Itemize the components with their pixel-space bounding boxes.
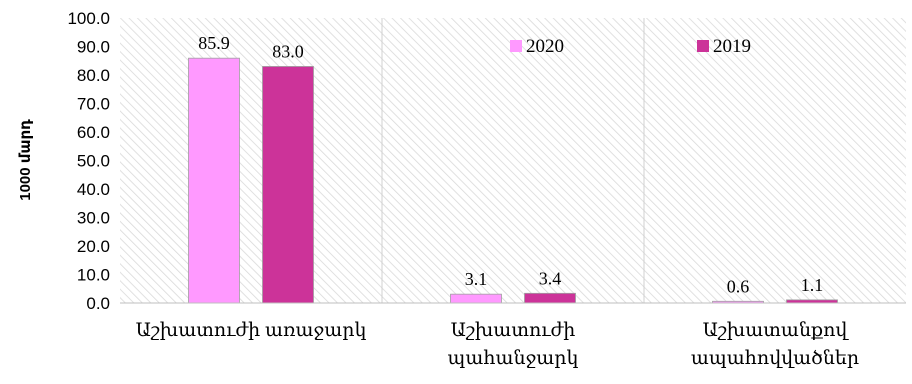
bar-2019 bbox=[524, 292, 576, 304]
plot-area-background bbox=[120, 18, 906, 303]
y-tick-label: 70.0 bbox=[77, 95, 110, 114]
y-tick-label: 80.0 bbox=[77, 66, 110, 85]
legend-swatch-2020 bbox=[510, 40, 522, 52]
y-tick-label: 0.0 bbox=[86, 294, 110, 313]
y-tick-label: 60.0 bbox=[77, 123, 110, 142]
y-tick-label: 20.0 bbox=[77, 237, 110, 256]
y-axis-label: 1000 մարդ bbox=[17, 119, 34, 201]
bars bbox=[120, 57, 906, 304]
y-tick-label: 50.0 bbox=[77, 152, 110, 171]
category-label: պահանջարկ bbox=[448, 348, 579, 369]
category-labels: Աշխատուժի առաջարկ Աշխատուժի պահանջարկ Աշխատ… bbox=[136, 320, 860, 369]
data-label: 1.1 bbox=[801, 275, 824, 295]
y-tick-labels: 0.0 10.0 20.0 30.0 40.0 50.0 60.0 70.0 80.0 90.0 1… bbox=[67, 9, 110, 313]
category-dividers bbox=[381, 18, 645, 303]
y-tick-label: 100.0 bbox=[67, 9, 110, 28]
y-tick-label: 90.0 bbox=[77, 38, 110, 57]
data-label: 3.1 bbox=[465, 269, 488, 289]
category-label: Աշխատուժի bbox=[451, 320, 576, 341]
y-tick-label: 40.0 bbox=[77, 180, 110, 199]
legend-label: 2019 bbox=[713, 36, 751, 57]
data-label: 3.4 bbox=[539, 268, 562, 288]
category-label: Աշխատուժի առաջարկ bbox=[136, 320, 367, 341]
y-tick-label: 30.0 bbox=[77, 209, 110, 228]
category-label: Աշխատանքով bbox=[703, 320, 850, 341]
y-tick-label: 10.0 bbox=[77, 266, 110, 285]
bar-2020 bbox=[450, 293, 502, 304]
bar-2019 bbox=[262, 66, 314, 304]
data-label: 0.6 bbox=[727, 276, 750, 296]
category-label: ապահովվածներ bbox=[691, 348, 859, 369]
data-label: 85.9 bbox=[198, 33, 230, 53]
data-labels: 85.9 83.0 3.1 3.4 0.6 1.1 bbox=[198, 33, 823, 296]
bar-2020 bbox=[188, 57, 240, 304]
legend-label: 2020 bbox=[526, 36, 564, 57]
legend-swatch-2019 bbox=[697, 40, 709, 52]
data-label: 83.0 bbox=[272, 41, 304, 61]
legend: 2020 2019 bbox=[510, 36, 751, 57]
